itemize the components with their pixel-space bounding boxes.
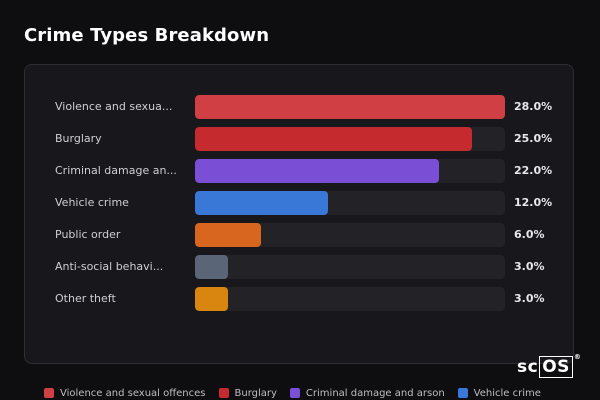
category-label: Anti-social behavi...	[55, 260, 164, 273]
chart-legend: Violence and sexual offences Burglary Crim…	[44, 386, 554, 400]
category-label: Burglary	[55, 132, 102, 145]
category-label: Other theft	[55, 292, 116, 305]
bar-track	[195, 287, 505, 311]
value-label: 28.0%	[514, 100, 553, 113]
value-label: 6.0%	[514, 228, 545, 241]
legend-swatch	[457, 388, 468, 398]
bar[interactable]	[195, 159, 439, 183]
logo-boxed: OS	[539, 356, 573, 378]
bar-row: Burglary 25.0%	[25, 127, 575, 151]
bar-row: Vehicle crime 12.0%	[25, 191, 575, 215]
bar-row: Other theft 3.0%	[25, 287, 575, 311]
legend-item[interactable]: Violence and sexual offences	[44, 386, 206, 400]
bar-row: Anti-social behavi... 3.0%	[25, 255, 575, 279]
value-label: 3.0%	[514, 260, 545, 273]
bar[interactable]	[195, 287, 228, 311]
bar-track	[195, 191, 505, 215]
legend-item[interactable]: Criminal damage and arson	[289, 386, 445, 400]
bar[interactable]	[195, 255, 228, 279]
value-label: 22.0%	[514, 164, 553, 177]
logo-prefix: sc	[517, 357, 539, 377]
bar-track	[195, 95, 505, 119]
bar-track	[195, 127, 505, 151]
legend-label: Violence and sexual offences	[60, 387, 206, 399]
legend-item[interactable]: Burglary	[218, 386, 277, 400]
category-label: Criminal damage an...	[55, 164, 177, 177]
bar[interactable]	[195, 191, 328, 215]
bar[interactable]	[195, 127, 472, 151]
category-label: Violence and sexua...	[55, 100, 173, 113]
value-label: 25.0%	[514, 132, 553, 145]
legend-swatch	[218, 388, 229, 398]
legend-swatch	[289, 388, 300, 398]
legend-label: Vehicle crime	[473, 387, 541, 399]
value-label: 12.0%	[514, 196, 553, 209]
bar-row: Public order 6.0%	[25, 223, 575, 247]
bar[interactable]	[195, 95, 505, 119]
legend-swatch	[44, 388, 54, 398]
brand-logo: sc OS ®	[517, 353, 581, 378]
category-label: Public order	[55, 228, 121, 241]
bar[interactable]	[195, 223, 261, 247]
bar-track	[195, 223, 505, 247]
value-label: 3.0%	[514, 292, 545, 305]
bar-track	[195, 255, 505, 279]
legend-label: Burglary	[234, 387, 277, 399]
chart-title: Crime Types Breakdown	[24, 25, 270, 46]
bar-track	[195, 159, 505, 183]
category-label: Vehicle crime	[55, 196, 129, 209]
legend-label: Criminal damage and arson	[305, 387, 445, 399]
legend-item[interactable]: Vehicle crime	[457, 386, 541, 400]
registered-mark: ®	[573, 353, 582, 361]
chart-card: Violence and sexua... 28.0% Burglary 25.0% C…	[24, 64, 574, 364]
bar-row: Criminal damage an... 22.0%	[25, 159, 575, 183]
bar-row: Violence and sexua... 28.0%	[25, 95, 575, 119]
